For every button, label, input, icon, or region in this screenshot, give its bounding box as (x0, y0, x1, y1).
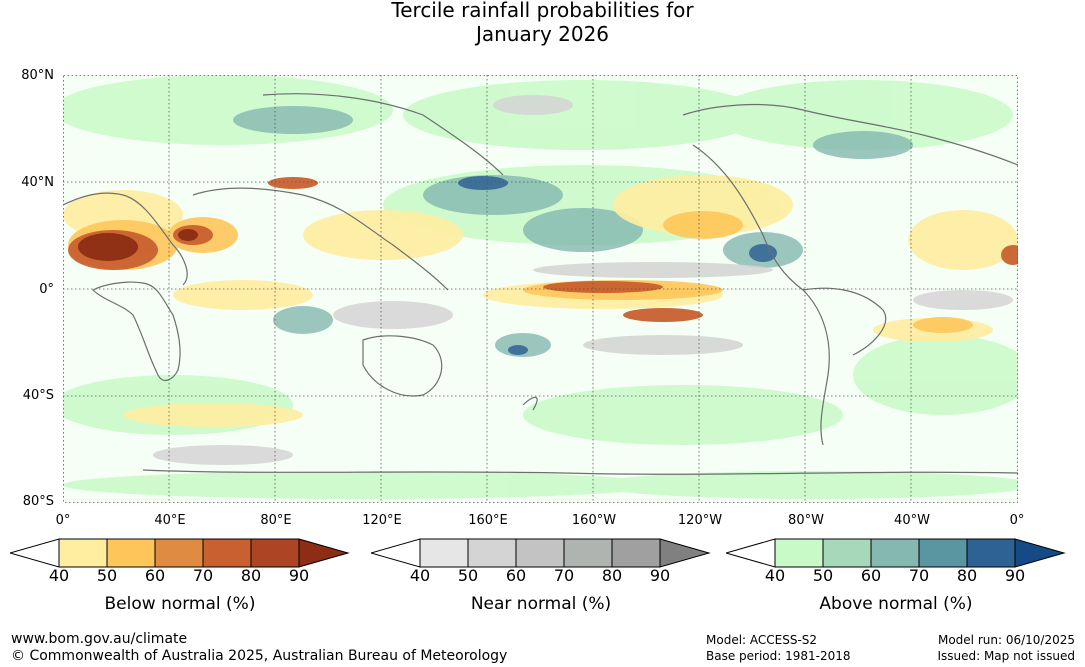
coastlines (63, 93, 1018, 475)
lon-label-0-left: 0° (55, 513, 71, 528)
lat-label-40s: 40°S (22, 388, 54, 403)
lon-label-80e: 80°E (260, 513, 292, 528)
tick-90: 90 (1004, 566, 1026, 585)
footer-model: Model: ACCESS-S2 (706, 633, 818, 647)
tick-50: 50 (96, 566, 118, 585)
footer-model-run: Model run: 06/10/2025 (937, 633, 1075, 647)
tick-80: 80 (956, 566, 978, 585)
legend-title-below-normal: Below normal (%) (104, 594, 256, 614)
above-normal-very-strong (458, 176, 777, 355)
tick-60: 60 (860, 566, 882, 585)
lon-label-120w: 120°W (677, 513, 723, 528)
legend-below-normal: 40 50 60 70 80 90 Below normal (%) (10, 538, 350, 614)
legend-above-normal: 40 50 60 70 80 90 Above normal (%) (726, 538, 1066, 614)
near-normal-regions (153, 95, 1013, 465)
lon-label-160w: 160°W (571, 513, 617, 528)
lon-label-120e: 120°E (362, 513, 402, 528)
footer-copyright: © Commonwealth of Australia 2025, Austra… (11, 648, 508, 664)
lon-label-160e: 160°E (468, 513, 508, 528)
legend-near-normal: 40 50 60 70 80 90 Near normal (%) (371, 538, 711, 614)
graticule (63, 75, 1018, 503)
lon-label-80w: 80°W (788, 513, 824, 528)
tick-70: 70 (908, 566, 930, 585)
lat-label-equator: 0° (39, 282, 54, 297)
lon-label-40e: 40°E (154, 513, 186, 528)
tick-90: 90 (649, 566, 671, 585)
lat-label-40n: 40°N (21, 175, 54, 190)
colorbar-near-normal (371, 538, 711, 568)
map-title: Tercile rainfall probabilities for Janua… (0, 0, 1085, 46)
lon-label-0-right: 0° (1009, 513, 1025, 528)
tick-40: 40 (48, 566, 70, 585)
footer-url[interactable]: www.bom.gov.au/climate (11, 631, 188, 647)
lat-label-80s: 80°S (22, 494, 54, 509)
title-line-2: January 2026 (475, 22, 610, 46)
tick-70: 70 (553, 566, 575, 585)
colorbar-above-normal (726, 538, 1066, 568)
lat-label-80n: 80°N (21, 68, 54, 83)
below-normal-very-strong (78, 229, 198, 261)
tick-40: 40 (764, 566, 786, 585)
tick-70: 70 (192, 566, 214, 585)
tick-60: 60 (144, 566, 166, 585)
rainfall-probability-map (63, 75, 1018, 503)
tick-60: 60 (505, 566, 527, 585)
tick-40: 40 (409, 566, 431, 585)
tick-50: 50 (812, 566, 834, 585)
footer-base-period: Base period: 1981-2018 (706, 649, 851, 663)
legend-title-above-normal: Above normal (%) (819, 594, 973, 614)
footer-issued: Issued: Map not issued (937, 649, 1075, 663)
title-line-1: Tercile rainfall probabilities for (391, 0, 694, 22)
tick-90: 90 (288, 566, 310, 585)
map-border (63, 75, 1018, 503)
tick-80: 80 (240, 566, 262, 585)
legend-title-near-normal: Near normal (%) (470, 594, 612, 614)
colorbar-below-normal (10, 538, 350, 568)
tick-80: 80 (601, 566, 623, 585)
tick-50: 50 (457, 566, 479, 585)
lon-label-40w: 40°W (894, 513, 930, 528)
